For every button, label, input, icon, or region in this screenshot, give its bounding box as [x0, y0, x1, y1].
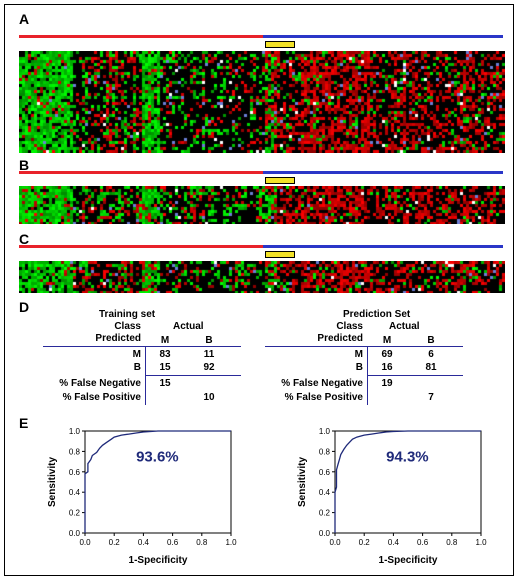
cell-m-m: 83 — [159, 349, 171, 360]
panel-label-b: B — [19, 157, 30, 173]
false-negative-value: 19 — [381, 378, 393, 389]
cell-m-b: 6 — [428, 349, 434, 360]
marker-box — [265, 251, 295, 258]
table-title: Prediction Set — [343, 309, 411, 320]
y-tick-label: 0.8 — [69, 447, 81, 456]
table-rule — [367, 346, 368, 405]
class-m-bar — [19, 245, 263, 248]
false-negative-value: 15 — [159, 378, 171, 389]
y-axis-label: Sensitivity — [297, 457, 308, 507]
panel-label-e: E — [19, 415, 29, 431]
panel-label-c: C — [19, 231, 30, 247]
x-tick-label: 0.2 — [109, 538, 121, 547]
actual-label: Actual — [389, 321, 420, 332]
class-label: Class — [336, 321, 363, 332]
false-negative-label: % False Negative — [281, 378, 363, 389]
y-tick-label: 1.0 — [69, 427, 81, 436]
cell-b-b: 92 — [203, 362, 215, 373]
y-axis-label: Sensitivity — [47, 457, 58, 507]
plot-frame — [84, 430, 232, 534]
class-b-bar — [263, 35, 503, 38]
table-rule — [43, 346, 241, 347]
col-header-b: B — [205, 335, 213, 346]
false-positive-label: % False Positive — [62, 392, 141, 403]
y-tick-label: 0.0 — [319, 529, 331, 538]
actual-label: Actual — [173, 321, 204, 332]
table-rule — [145, 375, 241, 376]
x-tick-label: 0.8 — [446, 538, 458, 547]
cell-m-b: 11 — [203, 349, 215, 360]
x-tick-label: 0.0 — [329, 538, 341, 547]
x-tick-label: 1.0 — [225, 538, 237, 547]
y-tick-label: 0.8 — [319, 447, 331, 456]
y-tick-label: 0.2 — [69, 509, 81, 518]
y-tick-label: 0.4 — [69, 488, 81, 497]
x-tick-label: 0.6 — [417, 538, 429, 547]
panel-label-d: D — [19, 299, 30, 315]
false-positive-value: 10 — [203, 392, 215, 403]
table-rule — [145, 346, 146, 405]
false-negative-label: % False Negative — [59, 378, 141, 389]
cell-b-m: 16 — [381, 362, 393, 373]
marker-box — [265, 41, 295, 48]
y-tick-label: 0.6 — [69, 468, 81, 477]
marker-box — [265, 177, 295, 184]
predicted-label: Predicted — [95, 333, 141, 344]
x-tick-label: 0.2 — [359, 538, 371, 547]
cell-b-b: 81 — [425, 362, 437, 373]
row-header-m: M — [354, 349, 363, 360]
class-m-bar — [19, 171, 263, 174]
x-tick-label: 1.0 — [475, 538, 487, 547]
cell-b-m: 15 — [159, 362, 171, 373]
heatmap-a-matrix — [19, 51, 505, 153]
roc-curve — [84, 430, 231, 533]
x-tick-label: 0.0 — [79, 538, 91, 547]
prediction-set-table: Prediction Set Class Actual Predicted M … — [263, 309, 473, 405]
roc-chart-prediction: 0.0 0.2 0.4 0.6 0.8 1.0 0.0 0.2 0.4 0.6 0.8 1.0 94.3… — [297, 427, 487, 566]
false-positive-label: % False Positive — [284, 392, 363, 403]
col-header-m: M — [382, 335, 392, 346]
roc-curve — [334, 430, 481, 533]
class-label: Class — [114, 321, 141, 332]
row-header-b: B — [355, 362, 363, 373]
col-header-m: M — [160, 335, 170, 346]
heatmap-a — [19, 33, 505, 155]
x-tick-label: 0.4 — [138, 538, 150, 547]
col-header-b: B — [427, 335, 435, 346]
y-tick-label: 0.0 — [69, 529, 81, 538]
x-axis-label: 1-Specificity — [129, 555, 188, 566]
x-axis-label: 1-Specificity — [379, 555, 438, 566]
table-title: Training set — [99, 309, 156, 320]
false-positive-value: 7 — [428, 392, 434, 403]
y-tick-label: 0.4 — [319, 488, 331, 497]
heatmap-b-matrix — [19, 186, 505, 224]
y-tick-label: 0.6 — [319, 468, 331, 477]
class-m-bar — [19, 35, 263, 38]
row-header-b: B — [133, 362, 141, 373]
heatmap-c — [19, 243, 505, 295]
roc-chart-training: 0.0 0.2 0.4 0.6 0.8 1.0 0.0 0.2 0.4 0.6 0.8 1.0 93.6… — [47, 427, 237, 566]
y-tick-label: 0.2 — [319, 509, 331, 518]
training-set-table: Training set Class Actual Predicted M B … — [41, 309, 251, 405]
auc-label: 94.3% — [386, 449, 429, 466]
panel-label-a: A — [19, 11, 30, 27]
figure-frame: A B C D Training set Class Actual Predic… — [4, 4, 514, 576]
cell-m-m: 69 — [381, 349, 393, 360]
plot-frame — [334, 430, 482, 534]
row-header-m: M — [132, 349, 141, 360]
x-tick-label: 0.4 — [388, 538, 400, 547]
class-b-bar — [263, 245, 503, 248]
y-tick-label: 1.0 — [319, 427, 331, 436]
auc-label: 93.6% — [136, 449, 179, 466]
class-b-bar — [263, 171, 503, 174]
table-rule — [367, 375, 463, 376]
table-rule — [265, 346, 463, 347]
heatmap-b — [19, 169, 505, 225]
heatmap-c-matrix — [19, 261, 505, 293]
x-tick-label: 0.6 — [167, 538, 179, 547]
predicted-label: Predicted — [317, 333, 363, 344]
x-tick-label: 0.8 — [196, 538, 208, 547]
